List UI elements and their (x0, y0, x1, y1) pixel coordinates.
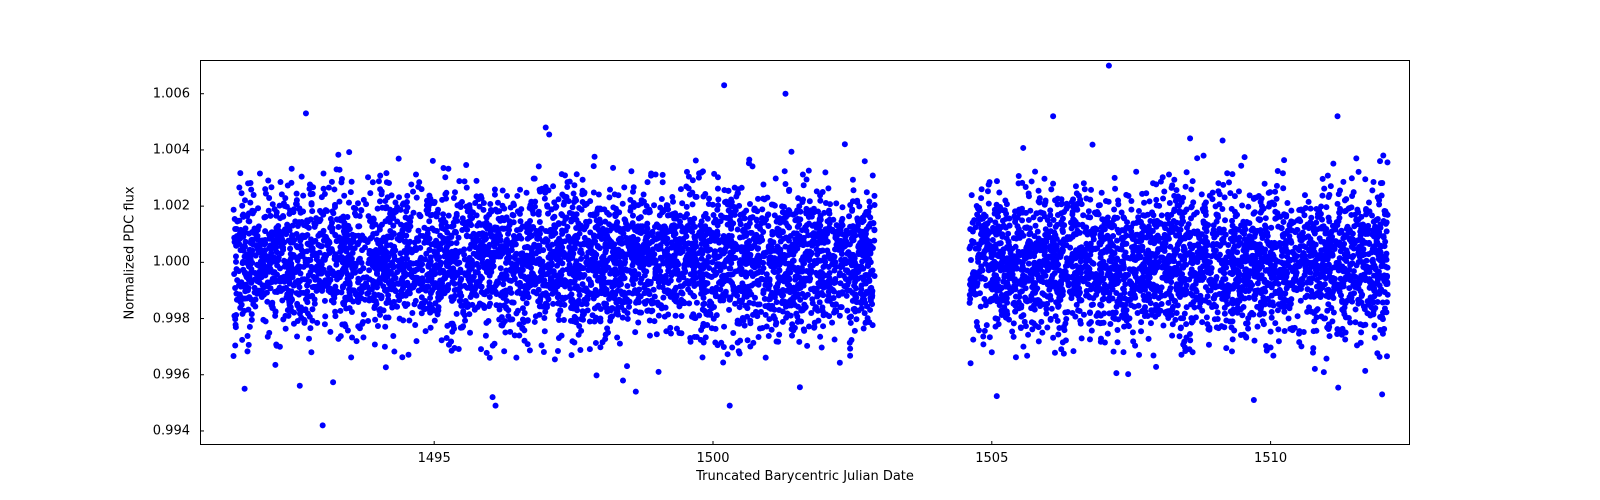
xtick-label: 1495 (418, 451, 451, 466)
y-axis-label: Normalized PDC flux (123, 186, 138, 319)
xtick-label: 1500 (696, 451, 729, 466)
scatter-axes (200, 60, 1410, 445)
ytick-label: 1.006 (130, 86, 190, 101)
ytick-label: 0.996 (130, 367, 190, 382)
figure: 1495 1500 1505 1510 0.994 0.996 0.998 1.000 1.0… (0, 0, 1600, 500)
ytick-label: 0.998 (130, 311, 190, 326)
x-axis-label: Truncated Barycentric Julian Date (696, 469, 914, 484)
ytick-label: 1.002 (130, 199, 190, 214)
ytick-label: 1.004 (130, 142, 190, 157)
ytick-label: 1.000 (130, 255, 190, 270)
xtick-label: 1510 (1254, 451, 1287, 466)
ytick-label: 0.994 (130, 423, 190, 438)
scatter-plot-svg (200, 60, 1410, 445)
xtick-label: 1505 (975, 451, 1008, 466)
